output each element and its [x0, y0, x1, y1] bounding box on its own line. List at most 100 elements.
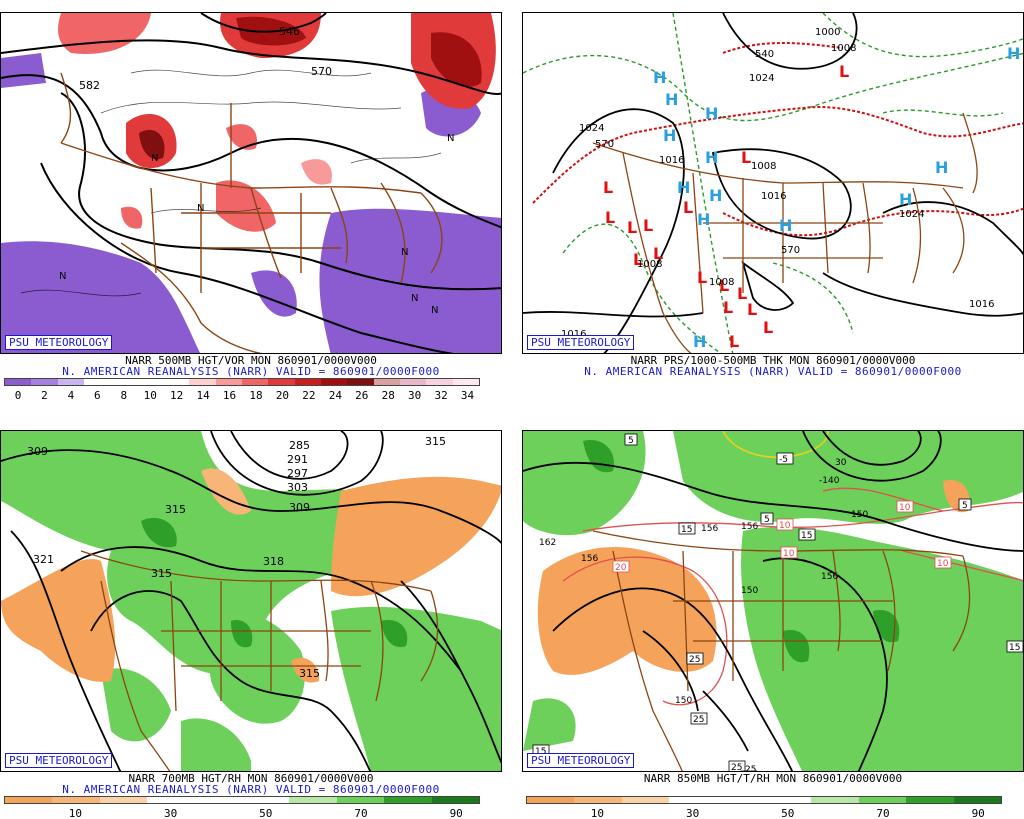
isobar-label-1024-west: 1024	[579, 123, 604, 134]
label-25-c: 25	[731, 763, 742, 772]
label-5-c: 5	[962, 501, 968, 511]
svg-text:H: H	[697, 210, 710, 229]
colorbar-swatch	[384, 797, 432, 803]
colorbar-tick-label: 6	[94, 389, 101, 401]
map-700mb-graphic: 309 285 291 297 303 309 315 318 315 321 …	[1, 431, 501, 771]
svg-text:H: H	[705, 104, 718, 123]
psu-meteorology-badge: PSU METEOROLOGY	[5, 335, 113, 350]
colorbar-tick-label: 10	[143, 389, 157, 401]
height-label-318: 318	[263, 555, 284, 568]
label-156-nw: 156	[701, 524, 718, 534]
colorbar-swatch	[906, 797, 954, 803]
label-156-n: 156	[741, 522, 758, 532]
colorbar-swatch	[764, 797, 812, 803]
panel-title: NARR 850MB HGT/T/RH MON 860901/0000V000	[643, 772, 903, 785]
svg-text:N: N	[411, 293, 418, 304]
colorbar-tick-label: 2	[41, 389, 48, 401]
svg-text:L: L	[603, 178, 613, 197]
label-30: 30	[835, 458, 847, 468]
colorbar-swatch	[57, 379, 84, 385]
label-neg5: -5	[779, 455, 788, 465]
map-850mb-graphic: 5 -5 30 -140 150 162 156 15 156 5 10 15 …	[523, 431, 1023, 772]
height-label-315-west: 315	[151, 567, 172, 580]
panel-subtitle: N. AMERICAN REANALYSIS (NARR) VALID = 86…	[62, 783, 440, 796]
colorbar-vorticity	[4, 378, 480, 386]
psu-meteorology-badge: PSU METEOROLOGY	[527, 753, 635, 768]
label-25-d: 25	[745, 765, 756, 772]
label-5-b: 5	[764, 515, 770, 525]
svg-text:L: L	[633, 250, 643, 269]
colorbar-swatch	[5, 379, 32, 385]
isobar-label-1000: 1000	[815, 27, 840, 38]
colorbar-rh	[4, 796, 480, 804]
colorbar-tick-label: 28	[381, 389, 395, 401]
colorbar-tick-label: 26	[355, 389, 369, 401]
label-neg140: -140	[819, 476, 840, 486]
contour-label-570: 570	[311, 65, 332, 78]
label-150-ne: 150	[851, 510, 868, 520]
colorbar-tick-label: 16	[222, 389, 237, 401]
label-10-a: 10	[779, 521, 791, 531]
panel-title: NARR 500MB HGT/VOR MON 860901/0000V000	[125, 354, 377, 367]
colorbar-tick-label: 14	[196, 389, 210, 401]
svg-text:L: L	[747, 300, 757, 319]
label-15-a: 15	[681, 525, 692, 535]
svg-text:L: L	[683, 198, 693, 217]
label-25-a: 25	[689, 655, 700, 665]
label-15-b: 15	[801, 531, 812, 541]
colorbar-swatch	[452, 379, 479, 385]
svg-text:L: L	[605, 208, 615, 227]
panel-subtitle: N. AMERICAN REANALYSIS (NARR) VALID = 86…	[584, 365, 962, 378]
colorbar-swatch	[83, 379, 111, 385]
colorbar-tick-label: 12	[170, 389, 184, 401]
svg-text:H: H	[705, 148, 718, 167]
psu-meteorology-badge: PSU METEOROLOGY	[527, 335, 635, 350]
svg-text:L: L	[737, 284, 747, 303]
height-label-297: 297	[287, 467, 308, 480]
label-156-w: 156	[581, 554, 598, 564]
colorbar-swatch	[426, 379, 453, 385]
colorbar-swatch	[716, 797, 765, 803]
colorbar-swatch	[431, 797, 480, 803]
svg-text:H: H	[779, 216, 792, 235]
colorbar-tick-label: 70	[876, 807, 890, 819]
svg-text:H: H	[677, 178, 690, 197]
colorbar-swatch	[268, 379, 295, 385]
svg-text:H: H	[935, 158, 948, 177]
svg-text:L: L	[729, 332, 739, 351]
colorbar-swatch	[31, 379, 58, 385]
colorbar-tick-label: 10	[590, 807, 605, 819]
height-label-315-north: 315	[165, 503, 186, 516]
label-10-d: 10	[783, 549, 795, 559]
panel-subtitle: N. AMERICAN REANALYSIS (NARR) VALID = 86…	[62, 365, 440, 378]
colorbar-tick-label: 30	[685, 807, 700, 819]
colorbar-swatch	[399, 379, 427, 385]
isobar-label-1008: 1008	[831, 43, 856, 54]
svg-text:N: N	[197, 203, 204, 214]
label-150-c: 150	[741, 586, 758, 596]
label-156-c: 156	[821, 572, 838, 582]
svg-text:L: L	[627, 218, 637, 237]
svg-text:N: N	[401, 247, 408, 258]
isobar-label-1008-b: 1008	[751, 161, 776, 172]
svg-text:H: H	[693, 332, 706, 351]
colorbar-swatch	[241, 379, 269, 385]
panel-title: NARR PRS/1000-500MB THK MON 860901/0000V…	[630, 354, 916, 367]
height-label-309: 309	[289, 501, 310, 514]
colorbar-swatch	[162, 379, 190, 385]
height-label-309-west: 309	[27, 445, 48, 458]
panel-700mb-rh: 309 285 291 297 303 309 315 318 315 321 …	[0, 418, 502, 819]
panel-title: NARR 700MB HGT/RH MON 860901/0000V000	[128, 772, 374, 785]
colorbar-swatch	[189, 379, 216, 385]
colorbar-swatch	[289, 797, 337, 803]
colorbar-rh-850	[526, 796, 1002, 804]
label-20: 20	[615, 563, 627, 573]
map-850mb: 5 -5 30 -140 150 162 156 15 156 5 10 15 …	[522, 430, 1024, 772]
thickness-label-540: 540	[755, 49, 774, 60]
colorbar-swatch	[5, 797, 53, 803]
colorbar-tick-label: 18	[249, 389, 263, 401]
colorbar-tick-label: 90	[971, 807, 985, 819]
isobar-label-1008-d: 1008	[709, 277, 734, 288]
svg-text:H: H	[653, 68, 666, 87]
colorbar-swatch	[373, 379, 400, 385]
